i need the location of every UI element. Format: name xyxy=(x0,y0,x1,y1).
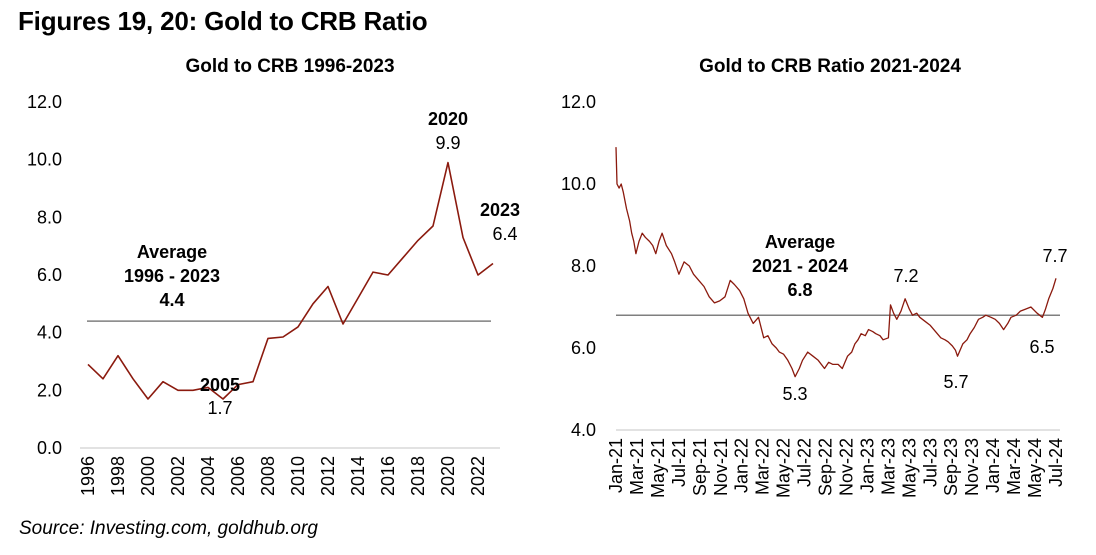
x-tick-label: Mar-23 xyxy=(878,438,898,495)
x-tick-label: 2010 xyxy=(288,456,308,496)
x-tick-label: 2018 xyxy=(408,456,428,496)
x-axis-ticks: Jan-21 Mar-21 May-21 Jul-21 Sep-21 Nov-21 Jan-… xyxy=(606,438,1066,498)
y-tick-label: 6.0 xyxy=(571,338,596,358)
x-tick-label: Jan-23 xyxy=(857,438,877,493)
annotation-2005: 2005 1.7 xyxy=(200,375,240,418)
y-tick-label: 8.0 xyxy=(37,207,62,227)
x-tick-label: Jul-23 xyxy=(920,438,940,487)
annotation-2020-value: 9.9 xyxy=(435,133,460,153)
average-label: Average 1996 - 2023 4.4 xyxy=(124,242,220,310)
x-tick-label: 2014 xyxy=(348,456,368,496)
annotation-high-2023: 7.2 xyxy=(893,266,918,286)
x-tick-label: Jul-21 xyxy=(669,438,689,487)
average-label-line-3: 4.4 xyxy=(159,290,184,310)
x-tick-label: 2004 xyxy=(198,456,218,496)
series-line xyxy=(615,147,1057,378)
x-tick-label: Mar-24 xyxy=(1004,438,1024,495)
average-label-line-2: 2021 - 2024 xyxy=(752,256,848,276)
x-tick-label: May-22 xyxy=(774,438,794,498)
x-tick-label: 2022 xyxy=(468,456,488,496)
y-tick-label: 4.0 xyxy=(37,323,62,343)
x-tick-label: Nov-22 xyxy=(836,438,856,496)
annotation-low-2023: 5.7 xyxy=(943,372,968,392)
average-label-line-2: 1996 - 2023 xyxy=(124,266,220,286)
annotation-2020-year: 2020 xyxy=(428,109,468,129)
x-tick-label: 2000 xyxy=(138,456,158,496)
x-tick-label: Jul-22 xyxy=(795,438,815,487)
y-tick-label: 12.0 xyxy=(561,92,596,112)
x-tick-label: 2006 xyxy=(228,456,248,496)
figure-title: Figures 19, 20: Gold to CRB Ratio xyxy=(18,6,428,36)
x-tick-label: Jan-24 xyxy=(983,438,1003,493)
y-axis-ticks: 0.0 2.0 4.0 6.0 8.0 10.0 12.0 xyxy=(27,92,62,458)
y-tick-label: 2.0 xyxy=(37,380,62,400)
x-tick-label: 2020 xyxy=(438,456,458,496)
x-tick-label: Sep-21 xyxy=(690,438,710,496)
x-tick-label: Sep-23 xyxy=(941,438,961,496)
x-tick-label: 2016 xyxy=(378,456,398,496)
y-tick-label: 6.0 xyxy=(37,265,62,285)
annotation-2023-value: 6.4 xyxy=(492,224,517,244)
x-tick-label: May-21 xyxy=(648,438,668,498)
y-tick-label: 10.0 xyxy=(561,174,596,194)
x-tick-label: 1996 xyxy=(78,456,98,496)
annotation-2020: 2020 9.9 xyxy=(428,109,468,153)
x-tick-label: May-23 xyxy=(899,438,919,498)
x-tick-label: Mar-21 xyxy=(627,438,647,495)
annotation-latest-2024: 7.7 xyxy=(1042,246,1067,266)
source-note: Source: Investing.com, goldhub.org xyxy=(19,518,318,539)
x-axis-ticks: 1996 1998 2000 2002 2004 2006 2008 2010 2012 2014… xyxy=(78,456,488,496)
x-tick-label: 1998 xyxy=(108,456,128,496)
average-label-line-1: Average xyxy=(137,242,207,262)
annotation-2005-year: 2005 xyxy=(200,375,240,395)
annotation-2023: 2023 6.4 xyxy=(480,200,520,244)
average-label: Average 2021 - 2024 6.8 xyxy=(752,232,848,300)
y-tick-label: 8.0 xyxy=(571,256,596,276)
annotation-2005-value: 1.7 xyxy=(207,398,232,418)
x-tick-label: 2002 xyxy=(168,456,188,496)
y-tick-label: 12.0 xyxy=(27,92,62,112)
y-tick-label: 0.0 xyxy=(37,438,62,458)
x-tick-label: Jan-22 xyxy=(732,438,752,493)
x-tick-label: Mar-22 xyxy=(753,438,773,495)
annotation-low-2022: 5.3 xyxy=(782,384,807,404)
x-tick-label: Sep-22 xyxy=(816,438,836,496)
y-axis-ticks: 4.0 6.0 8.0 10.0 12.0 xyxy=(561,92,596,440)
chart-title: Gold to CRB Ratio 2021-2024 xyxy=(699,56,961,77)
chart-gold-crb-1996-2023: Gold to CRB 1996-2023 0.0 2.0 4.0 6.0 8.0 10.… xyxy=(27,56,520,496)
x-tick-label: 2012 xyxy=(318,456,338,496)
average-label-line-1: Average xyxy=(765,232,835,252)
chart-title: Gold to CRB 1996-2023 xyxy=(185,56,394,77)
x-tick-label: Jan-21 xyxy=(606,438,626,493)
series-line xyxy=(87,161,494,400)
annotation-2023-year: 2023 xyxy=(480,200,520,220)
x-tick-label: 2008 xyxy=(258,456,278,496)
average-label-line-3: 6.8 xyxy=(787,280,812,300)
x-tick-label: Jul-24 xyxy=(1046,438,1066,487)
x-tick-label: May-24 xyxy=(1025,438,1045,498)
annotation-low-2024: 6.5 xyxy=(1029,337,1054,357)
x-tick-label: Nov-21 xyxy=(711,438,731,496)
x-tick-label: Nov-23 xyxy=(962,438,982,496)
y-tick-label: 10.0 xyxy=(27,150,62,170)
y-tick-label: 4.0 xyxy=(571,420,596,440)
